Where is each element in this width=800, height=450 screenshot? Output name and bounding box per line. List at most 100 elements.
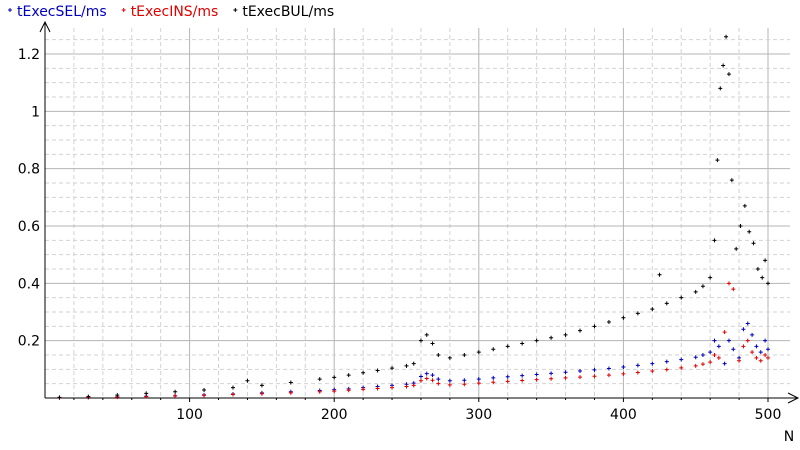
data-point bbox=[664, 367, 669, 372]
data-point bbox=[430, 341, 435, 346]
data-point bbox=[332, 375, 337, 380]
data-point bbox=[332, 389, 337, 394]
data-point bbox=[693, 363, 698, 368]
data-point bbox=[635, 311, 640, 316]
data-point bbox=[230, 392, 235, 397]
data-point bbox=[635, 370, 640, 375]
data-point bbox=[578, 375, 583, 380]
data-point bbox=[259, 383, 264, 388]
data-point bbox=[754, 355, 759, 360]
data-point bbox=[621, 371, 626, 376]
data-point bbox=[288, 380, 293, 385]
data-point bbox=[418, 378, 423, 383]
data-point bbox=[708, 275, 713, 280]
data-point bbox=[57, 395, 62, 400]
data-point bbox=[361, 387, 366, 392]
data-point bbox=[693, 289, 698, 294]
data-point bbox=[462, 378, 467, 383]
data-point bbox=[288, 390, 293, 395]
data-point bbox=[375, 368, 380, 373]
data-point bbox=[716, 344, 721, 349]
x-tick-label: 200 bbox=[321, 407, 348, 423]
data-point bbox=[712, 353, 717, 357]
data-point bbox=[712, 238, 717, 243]
data-point bbox=[404, 363, 409, 368]
data-point bbox=[657, 272, 662, 277]
data-point bbox=[505, 379, 510, 384]
data-point bbox=[447, 378, 452, 383]
data-point bbox=[520, 341, 525, 346]
data-point bbox=[592, 324, 597, 329]
x-tick-label: 100 bbox=[176, 407, 203, 423]
y-tick-label: 0.2 bbox=[18, 334, 40, 350]
data-point bbox=[741, 327, 746, 332]
y-tick-label: 0.4 bbox=[18, 276, 40, 292]
data-point bbox=[708, 360, 713, 365]
data-point bbox=[436, 381, 441, 386]
data-point bbox=[664, 301, 669, 306]
data-point bbox=[745, 321, 750, 326]
data-point bbox=[202, 393, 207, 398]
data-point bbox=[476, 350, 481, 355]
data-point bbox=[700, 284, 705, 289]
data-point bbox=[424, 376, 429, 381]
data-point bbox=[144, 391, 149, 396]
data-point bbox=[491, 375, 496, 380]
y-tick-label: 0.8 bbox=[18, 162, 40, 178]
data-point bbox=[592, 374, 597, 379]
data-point bbox=[390, 366, 395, 371]
data-point bbox=[436, 377, 441, 382]
data-point bbox=[712, 338, 717, 343]
data-point bbox=[505, 374, 510, 379]
data-point bbox=[411, 383, 416, 388]
data-point bbox=[737, 358, 742, 363]
tick-labels: 100 200 300 400 500 0.2 0.4 0.6 0.8 1 1.2 N bbox=[18, 47, 795, 445]
data-point bbox=[722, 330, 727, 335]
x-axis-arrow bbox=[787, 392, 800, 404]
data-point bbox=[635, 363, 640, 368]
data-point bbox=[700, 353, 705, 357]
data-point bbox=[650, 307, 655, 312]
data-point bbox=[664, 359, 669, 364]
data-point bbox=[424, 371, 429, 376]
data-point bbox=[346, 388, 351, 393]
data-point bbox=[549, 335, 554, 340]
data-point bbox=[763, 353, 768, 357]
data-point bbox=[754, 344, 759, 349]
data-point bbox=[173, 389, 178, 394]
data-point bbox=[346, 373, 351, 378]
data-point bbox=[520, 373, 525, 378]
data-point bbox=[738, 224, 743, 228]
data-point bbox=[766, 355, 770, 360]
data-point bbox=[375, 386, 380, 391]
data-point bbox=[115, 393, 120, 398]
data-point bbox=[724, 34, 729, 39]
y-axis-arrow bbox=[39, 20, 51, 33]
data-point bbox=[747, 229, 752, 234]
data-point bbox=[436, 353, 441, 357]
data-point bbox=[751, 241, 756, 246]
data-point bbox=[731, 347, 736, 352]
x-tick-label: 400 bbox=[610, 407, 637, 423]
data-point bbox=[447, 382, 452, 387]
y-tick-label: 0.6 bbox=[18, 219, 40, 235]
series-1 bbox=[57, 321, 770, 400]
data-point bbox=[650, 361, 655, 366]
data-point bbox=[549, 376, 554, 381]
data-point bbox=[230, 385, 235, 390]
legend-marker bbox=[121, 8, 126, 12]
data-point bbox=[621, 315, 626, 320]
data-point bbox=[491, 347, 496, 352]
data-point bbox=[693, 355, 698, 360]
x-axis-label: N bbox=[784, 429, 794, 445]
data-point bbox=[679, 357, 684, 362]
data-point bbox=[606, 320, 611, 325]
data-point bbox=[563, 375, 568, 380]
data-point bbox=[755, 267, 760, 271]
axes bbox=[39, 20, 800, 404]
data-point bbox=[650, 369, 655, 374]
data-point bbox=[462, 353, 467, 357]
data-point bbox=[430, 378, 435, 383]
data-point bbox=[505, 344, 510, 349]
